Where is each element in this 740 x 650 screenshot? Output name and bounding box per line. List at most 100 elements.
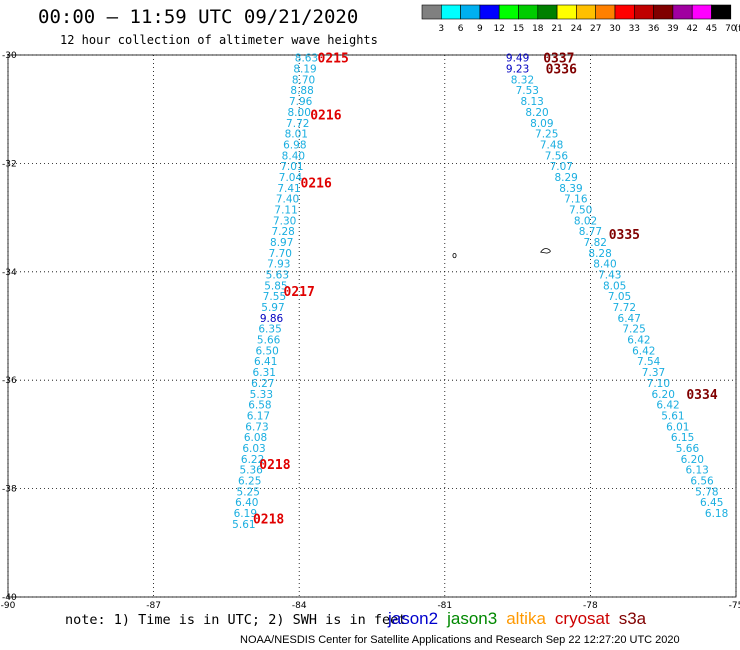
legend-jason3: jason3 <box>447 609 498 628</box>
wave-height-value: 6.20 <box>681 454 704 466</box>
wave-height-value: 5.61 <box>232 519 255 531</box>
wave-height-value: 6.73 <box>245 421 268 433</box>
wave-height-value: 8.97 <box>270 237 293 249</box>
wave-height-value: 5.85 <box>264 280 287 292</box>
wave-height-value: 5.33 <box>250 389 273 401</box>
wave-height-value: 8.09 <box>530 118 553 130</box>
wave-height-value: 6.27 <box>251 378 274 390</box>
lat-tick-label: -36 <box>2 376 17 386</box>
wave-height-value: 6.18 <box>705 508 728 520</box>
wave-height-value: 9.86 <box>260 313 284 325</box>
wave-height-value: 6.41 <box>254 356 277 368</box>
credit-footer: NOAA/NESDIS Center for Satellite Applica… <box>240 634 680 646</box>
lon-tick-label: -75 <box>729 601 740 611</box>
wave-height-value: 8.63 <box>295 53 318 65</box>
wave-height-value: 7.40 <box>276 194 299 206</box>
wave-height-value: 8.40 <box>282 150 305 162</box>
pass-time-label: 0215 <box>318 52 349 67</box>
wave-height-value: 7.16 <box>564 194 588 206</box>
wave-height-value: 6.56 <box>690 475 714 487</box>
wave-height-value: 6.03 <box>242 443 265 455</box>
legend-jason2: jason2 <box>388 609 439 628</box>
wave-height-value: 6.08 <box>244 432 267 444</box>
wave-height-value: 7.93 <box>267 259 290 271</box>
wave-height-value: 6.42 <box>632 345 655 357</box>
wave-height-value: 8.13 <box>520 96 543 108</box>
wave-height-value: 6.01 <box>666 421 689 433</box>
wave-height-value: 7.72 <box>286 118 309 130</box>
wave-height-value: 7.28 <box>271 226 294 238</box>
wave-height-value: 7.04 <box>279 172 303 184</box>
pass-time-label: 0216 <box>310 109 341 124</box>
wave-height-value: 6.22 <box>241 454 264 466</box>
wave-height-value: 9.49 <box>506 53 529 65</box>
wave-height-value: 5.78 <box>695 486 718 498</box>
wave-height-value: 8.02 <box>574 215 597 227</box>
wave-height-value: 7.05 <box>608 291 631 303</box>
lat-tick-label: -32 <box>2 159 17 169</box>
pass-time-label: 0337 <box>543 52 574 67</box>
page-title: 00:00 – 11:59 UTC 09/21/2020 <box>38 6 359 28</box>
wave-height-value: 5.63 <box>266 270 289 282</box>
wave-height-value: 8.32 <box>511 74 534 86</box>
wave-height-value: 6.45 <box>700 497 723 509</box>
lat-tick-label: -30 <box>2 51 17 61</box>
wave-height-value: 7.72 <box>613 302 636 314</box>
lon-tick-label: -90 <box>1 601 16 611</box>
page-subtitle: 12 hour collection of altimeter wave hei… <box>60 33 378 47</box>
wave-height-value: 8.05 <box>603 280 626 292</box>
wave-height-value: 6.31 <box>253 367 276 379</box>
wave-height-value: 8.39 <box>559 183 582 195</box>
wave-height-value: 8.40 <box>593 259 616 271</box>
wave-height-value: 5.36 <box>239 465 263 477</box>
legend-cryosat: cryosat <box>554 609 610 628</box>
wave-height-value: 6.47 <box>618 313 641 325</box>
wave-height-value: 7.41 <box>277 183 300 195</box>
wave-height-value: 7.48 <box>540 139 563 151</box>
lon-tick-label: -78 <box>583 601 598 611</box>
wave-height-value: 8.20 <box>525 107 548 119</box>
wave-height-value: 6.19 <box>234 508 257 520</box>
wave-height-value: 7.70 <box>269 248 292 260</box>
wave-height-value: 8.88 <box>290 85 313 97</box>
wave-height-value: 6.17 <box>247 410 270 422</box>
pass-time-label: 0216 <box>301 176 332 191</box>
lon-tick-label: -81 <box>437 601 452 611</box>
wave-height-value: 7.37 <box>642 367 665 379</box>
wave-height-value: 5.61 <box>661 410 684 422</box>
pass-time-label: 0217 <box>284 285 315 300</box>
wave-height-value: 6.42 <box>656 400 679 412</box>
wave-height-value: 7.25 <box>535 129 558 141</box>
wave-height-value: 7.50 <box>569 204 592 216</box>
wave-height-value: 8.29 <box>554 172 577 184</box>
wave-height-value: 6.15 <box>671 432 694 444</box>
wave-height-value: 7.43 <box>598 270 621 282</box>
wave-height-value: 8.19 <box>293 64 316 76</box>
island-outline <box>540 248 551 254</box>
wave-height-value: 6.20 <box>652 389 675 401</box>
wave-height-value: 7.07 <box>550 161 573 173</box>
lon-tick-label: -87 <box>146 601 161 611</box>
wave-height-value: 6.25 <box>238 475 261 487</box>
wave-height-value: 6.58 <box>248 400 271 412</box>
wave-height-value: 5.97 <box>261 302 284 314</box>
wave-height-value: 8.00 <box>288 107 311 119</box>
wave-height-value: 5.66 <box>676 443 700 455</box>
wave-height-value: 7.54 <box>637 356 661 368</box>
wave-height-value: 6.13 <box>685 465 708 477</box>
lat-tick-label: -38 <box>2 485 17 495</box>
wave-height-value: 6.40 <box>235 497 258 509</box>
wave-height-value: 7.01 <box>280 161 303 173</box>
wave-height-value: 9.23 <box>506 64 529 76</box>
wave-height-value: 7.56 <box>545 150 569 162</box>
wave-height-value: 7.11 <box>274 204 297 216</box>
wave-height-value: 7.82 <box>584 237 607 249</box>
legend-s3a: s3a <box>618 609 647 628</box>
wave-height-value: 6.50 <box>255 345 278 357</box>
wave-height-value: 5.25 <box>237 486 260 498</box>
wave-height-value: 7.30 <box>273 215 296 227</box>
wave-height-value: 7.96 <box>289 96 313 108</box>
pass-time-label: 0334 <box>686 388 717 403</box>
wave-height-value: 7.55 <box>263 291 286 303</box>
